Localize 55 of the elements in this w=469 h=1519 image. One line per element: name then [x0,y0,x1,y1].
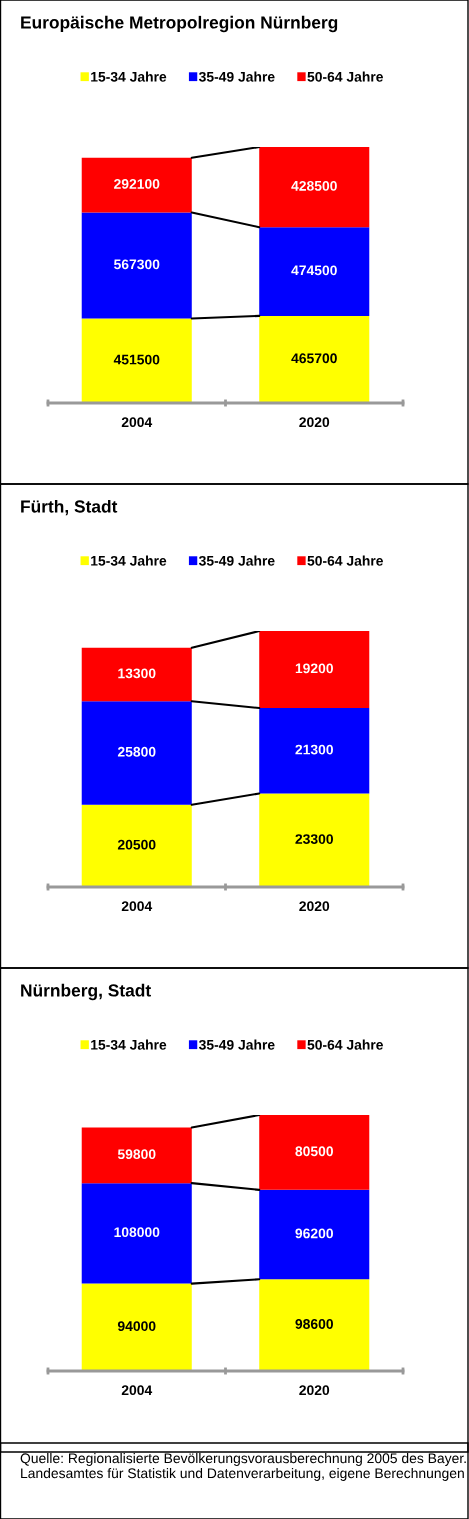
data-label: 13300 [118,668,156,679]
data-label: 474500 [291,265,337,276]
data-label: 98600 [295,1319,333,1329]
legend-label: 15-34 Jahre [91,71,167,82]
x-tick-label: 2020 [299,1385,330,1396]
data-label: 59800 [117,1149,156,1160]
legend-label: 35-49 Jahre [198,71,275,82]
legend-label: 50-64 Jahre [307,71,383,82]
source-note: Quelle: Regionalisierte Bevölkerungsvorausberechnung 2005 des Bayer. Landesamtes für Statistik und Datenverarbeitung, eigene Berechnungen [20,1453,466,1481]
legend-label: 50-64 Jahre [307,1039,383,1050]
data-label: 567300 [114,259,160,270]
bar [259,631,370,709]
data-label: 96200 [295,1228,333,1239]
bar [81,701,192,805]
data-label: 292100 [114,179,160,189]
x-tick-label: 2020 [299,901,330,912]
data-label: 21300 [295,744,333,755]
chart-title: Nürnberg, Stadt [21,983,151,1001]
data-label: 25800 [117,746,156,757]
data-label: 465700 [291,353,337,364]
data-label: 20500 [117,839,156,850]
bar [259,708,370,794]
data-label: 19200 [295,663,333,674]
bar [259,1115,370,1190]
bar [259,1189,370,1280]
data-label: 451500 [113,354,160,365]
data-label: 108000 [114,1227,160,1238]
bar [259,227,370,316]
legend-label: 35-49 Jahre [198,555,275,566]
chart-title: Fürth, Stadt [21,499,118,516]
bar [259,793,370,887]
bar [81,318,192,403]
bar [81,212,192,319]
legend-label: 50-64 Jahre [307,555,383,566]
bar [81,157,192,213]
bar [81,647,192,702]
data-label: 94000 [117,1321,156,1332]
bar [259,147,370,228]
data-label: 80500 [295,1146,333,1157]
legend-label: 15-34 Jahre [91,1039,167,1050]
bar [81,1283,192,1371]
x-tick-label: 2004 [121,417,153,428]
x-tick-label: 2020 [299,417,330,428]
x-tick-label: 2004 [121,1385,153,1396]
bar [259,1279,370,1371]
bar [81,1127,192,1184]
data-label: 23300 [295,834,333,844]
chart-title: Europäische Metropolregion Nürnberg [21,15,338,33]
bar [81,804,192,887]
legend-label: 35-49 Jahre [198,1039,275,1050]
bar [259,315,370,403]
legend-label: 15-34 Jahre [91,555,167,566]
data-label: 428500 [291,180,337,191]
bar [81,1183,192,1284]
x-tick-label: 2004 [121,901,153,912]
